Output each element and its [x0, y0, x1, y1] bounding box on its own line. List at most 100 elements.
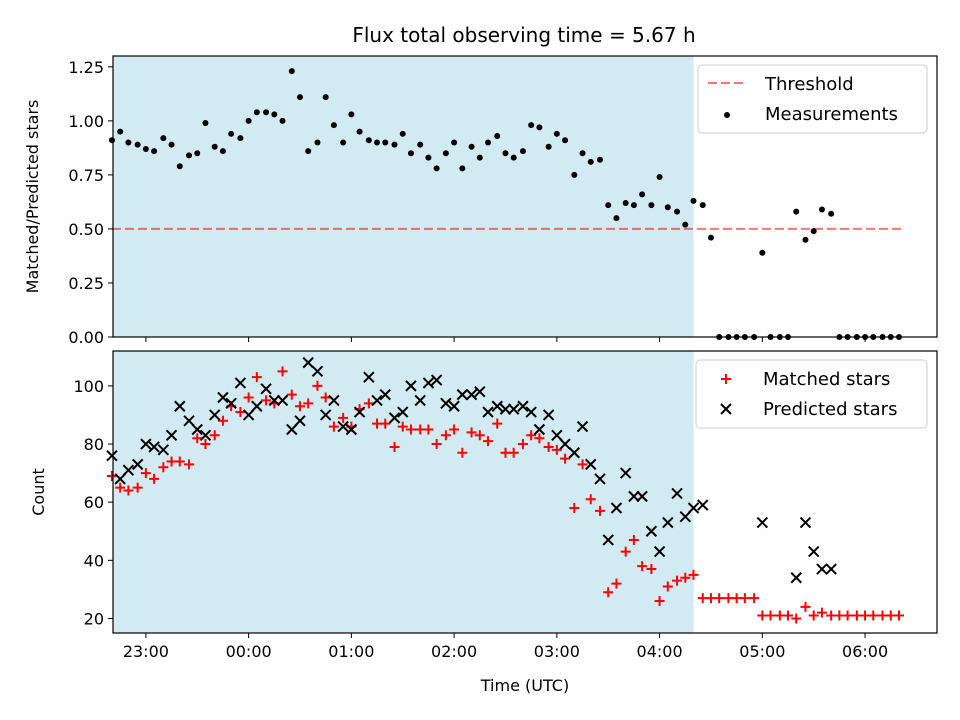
- matched-point: [115, 482, 126, 493]
- measurement-point: [125, 139, 132, 146]
- y-tick-label: 60: [84, 493, 104, 512]
- matched-point: [380, 418, 391, 429]
- matched-point: [637, 561, 648, 572]
- matched-point: [303, 398, 314, 409]
- matched-point: [688, 569, 699, 580]
- matched-point: [132, 482, 143, 493]
- y-tick-label: 1.25: [68, 58, 104, 77]
- top-legend: Threshold Measurements: [697, 64, 928, 134]
- legend-box: [697, 64, 928, 134]
- predicted-point: [456, 388, 469, 401]
- matched-point: [646, 564, 657, 575]
- matched-point: [423, 424, 434, 435]
- measurement-point: [433, 165, 440, 172]
- count-points: [106, 356, 904, 624]
- measurement-point: [160, 135, 167, 142]
- bottom-panel: 20 40 60 80 100 23:00 00:00 01:00 02:00 03:00 04:…: [29, 350, 938, 695]
- predicted-point: [268, 394, 281, 407]
- matched-point: [662, 581, 673, 592]
- predicted-point: [559, 438, 571, 450]
- measurement-point: [356, 128, 363, 135]
- predicted-point: [645, 525, 658, 537]
- predicted-point: [430, 374, 443, 386]
- measurement-point: [494, 132, 501, 139]
- predicted-point: [148, 441, 160, 453]
- predicted-point: [363, 371, 375, 383]
- predicted-point: [286, 423, 298, 436]
- measurement-point: [553, 130, 560, 137]
- predicted-point: [122, 464, 135, 476]
- matched-point: [672, 575, 683, 586]
- matched-point: [235, 407, 246, 418]
- measurement-point: [759, 249, 766, 256]
- matched-point: [508, 447, 519, 458]
- measurement-point: [810, 228, 817, 235]
- predicted-point: [533, 423, 546, 436]
- matched-point: [842, 610, 853, 621]
- measurement-point: [699, 202, 706, 209]
- matched-point: [585, 494, 596, 505]
- predicted-point: [191, 423, 203, 436]
- measurement-point: [296, 94, 303, 101]
- predicted-point: [619, 467, 632, 479]
- predicted-point: [217, 391, 229, 404]
- matched-point: [714, 593, 725, 604]
- measurement-point: [818, 206, 825, 213]
- measurement-point: [117, 128, 124, 135]
- predicted-point: [697, 499, 709, 511]
- measurement-point: [630, 202, 637, 209]
- matched-point: [783, 610, 794, 621]
- predicted-point: [790, 572, 802, 584]
- measurement-point: [442, 150, 449, 157]
- matched-point: [595, 505, 606, 516]
- top-x-ticks: [145, 337, 866, 342]
- predicted-point: [499, 403, 512, 415]
- x-tick-label: 01:00: [328, 642, 374, 661]
- matched-point: [328, 421, 339, 432]
- y-tick-label: 100: [73, 377, 104, 396]
- measurement-point: [674, 208, 681, 215]
- predicted-point: [165, 429, 178, 442]
- predicted-point: [474, 385, 486, 398]
- measurement-point: [142, 145, 149, 152]
- matched-point: [320, 392, 331, 403]
- measurement-point: [399, 130, 406, 137]
- legend-box: [695, 359, 928, 429]
- predicted-point: [482, 406, 494, 418]
- matched-point: [192, 433, 203, 444]
- matched-point: [680, 572, 691, 583]
- predicted-point: [276, 394, 289, 407]
- matched-point: [466, 427, 477, 438]
- predicted-point: [440, 397, 452, 410]
- predicted-point: [319, 409, 332, 421]
- measurement-point: [802, 236, 809, 243]
- legend-predicted-label: Predicted stars: [763, 399, 897, 420]
- measurement-point: [151, 148, 158, 155]
- predicted-point: [234, 377, 247, 389]
- matched-point: [517, 439, 528, 450]
- legend-threshold-label: Threshold: [764, 74, 854, 95]
- measurement-point: [793, 208, 800, 215]
- measurement-point: [417, 141, 424, 148]
- measurement-point: [545, 143, 552, 150]
- matched-point: [800, 601, 811, 612]
- measurement-point: [476, 154, 483, 161]
- measurement-point: [374, 139, 381, 146]
- predicted-point: [414, 394, 426, 407]
- measurement-point: [108, 137, 115, 144]
- matched-point: [526, 430, 537, 441]
- matched-point: [816, 607, 827, 618]
- measurement-point: [571, 171, 578, 178]
- predicted-point: [679, 511, 691, 523]
- predicted-point: [209, 409, 221, 421]
- x-tick-label: 04:00: [637, 642, 683, 661]
- chart-title: Flux total observing time = 5.67 h: [352, 23, 695, 47]
- measurement-point: [613, 215, 620, 222]
- predicted-point: [131, 458, 144, 471]
- measurement-point: [639, 191, 646, 198]
- measurement-point: [648, 202, 655, 209]
- matched-point: [338, 412, 349, 423]
- matched-point: [158, 462, 169, 473]
- predicted-point: [345, 423, 358, 436]
- predicted-point: [422, 377, 435, 389]
